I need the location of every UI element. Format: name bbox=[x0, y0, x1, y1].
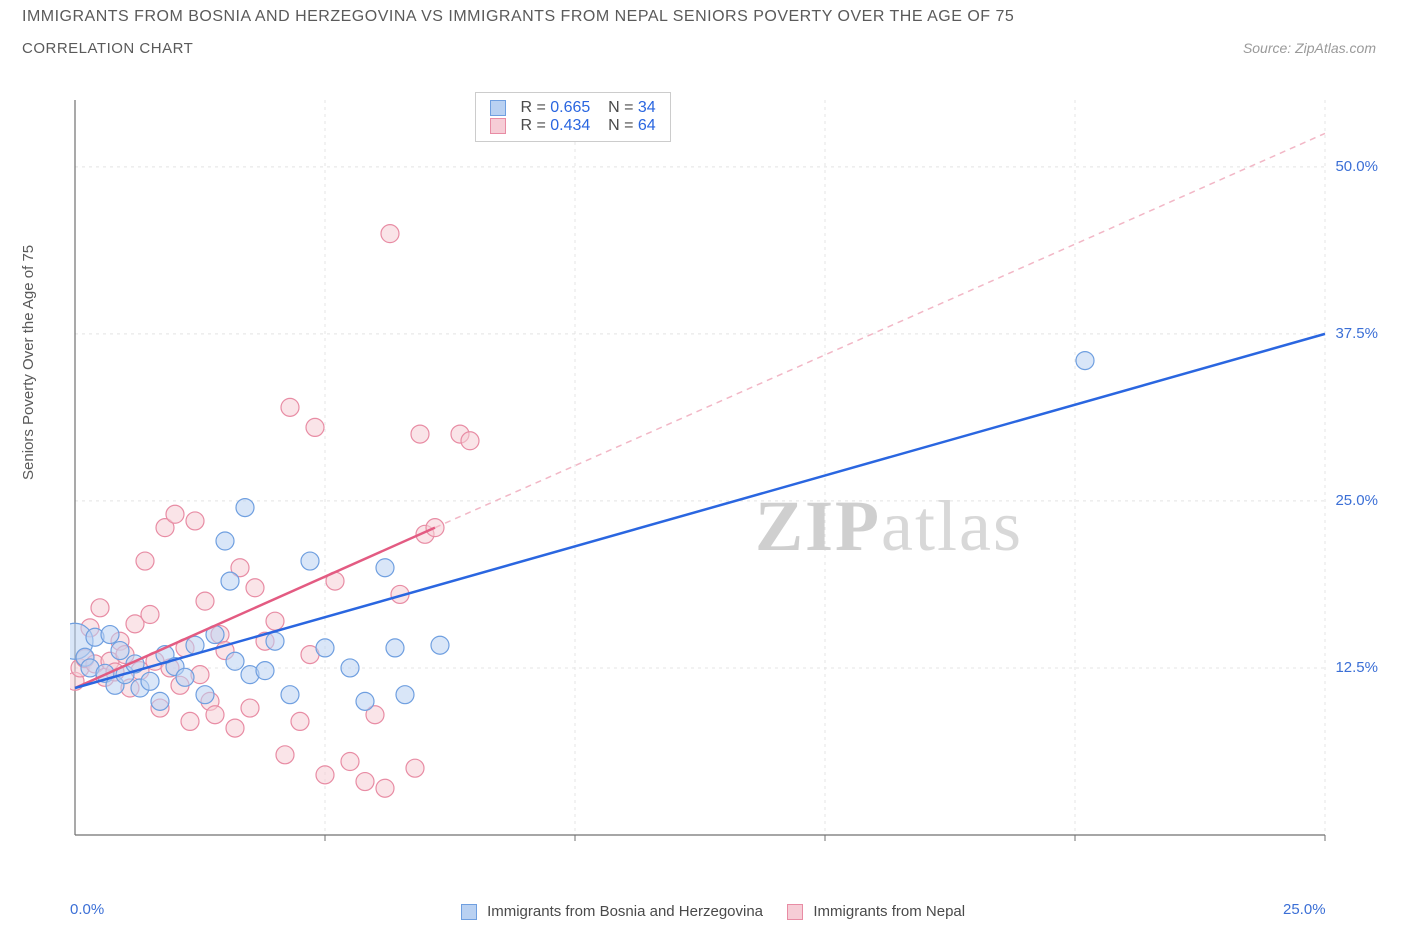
stats-n-value: 64 bbox=[638, 117, 656, 134]
stats-n-value: 34 bbox=[638, 99, 656, 116]
stats-r-label: R = bbox=[520, 99, 545, 116]
y-tick-label: 50.0% bbox=[1335, 158, 1378, 175]
bottom-legend: Immigrants from Bosnia and Herzegovina I… bbox=[0, 903, 1406, 920]
legend-swatch-icon bbox=[490, 100, 506, 116]
source-attribution: Source: ZipAtlas.com bbox=[1243, 40, 1376, 56]
page-title: IMMIGRANTS FROM BOSNIA AND HERZEGOVINA V… bbox=[22, 8, 1014, 26]
stats-r-value: 0.434 bbox=[550, 117, 590, 134]
legend-label-bosnia: Immigrants from Bosnia and Herzegovina bbox=[487, 903, 763, 920]
stats-row-bosnia: R = 0.665 N = 34 bbox=[490, 99, 656, 117]
watermark: ZIPatlas bbox=[755, 485, 1023, 568]
stats-r-label: R = bbox=[520, 117, 545, 134]
legend-swatch-nepal bbox=[787, 904, 803, 920]
legend-swatch-icon bbox=[490, 118, 506, 134]
chart-area bbox=[70, 85, 1380, 875]
stats-legend-box: R = 0.665 N = 34 R = 0.434 N = 64 bbox=[475, 92, 671, 142]
y-tick-label: 12.5% bbox=[1335, 659, 1378, 676]
stats-row-nepal: R = 0.434 N = 64 bbox=[490, 117, 656, 135]
legend-swatch-bosnia bbox=[461, 904, 477, 920]
scatter-plot bbox=[70, 85, 1380, 875]
stats-r-value: 0.665 bbox=[550, 99, 590, 116]
y-tick-label: 25.0% bbox=[1335, 492, 1378, 509]
y-axis-label: Seniors Poverty Over the Age of 75 bbox=[20, 245, 37, 480]
legend-label-nepal: Immigrants from Nepal bbox=[813, 903, 965, 920]
stats-n-label: N = bbox=[608, 117, 633, 134]
y-tick-label: 37.5% bbox=[1335, 325, 1378, 342]
chart-subtitle: CORRELATION CHART bbox=[22, 40, 193, 57]
stats-n-label: N = bbox=[608, 99, 633, 116]
